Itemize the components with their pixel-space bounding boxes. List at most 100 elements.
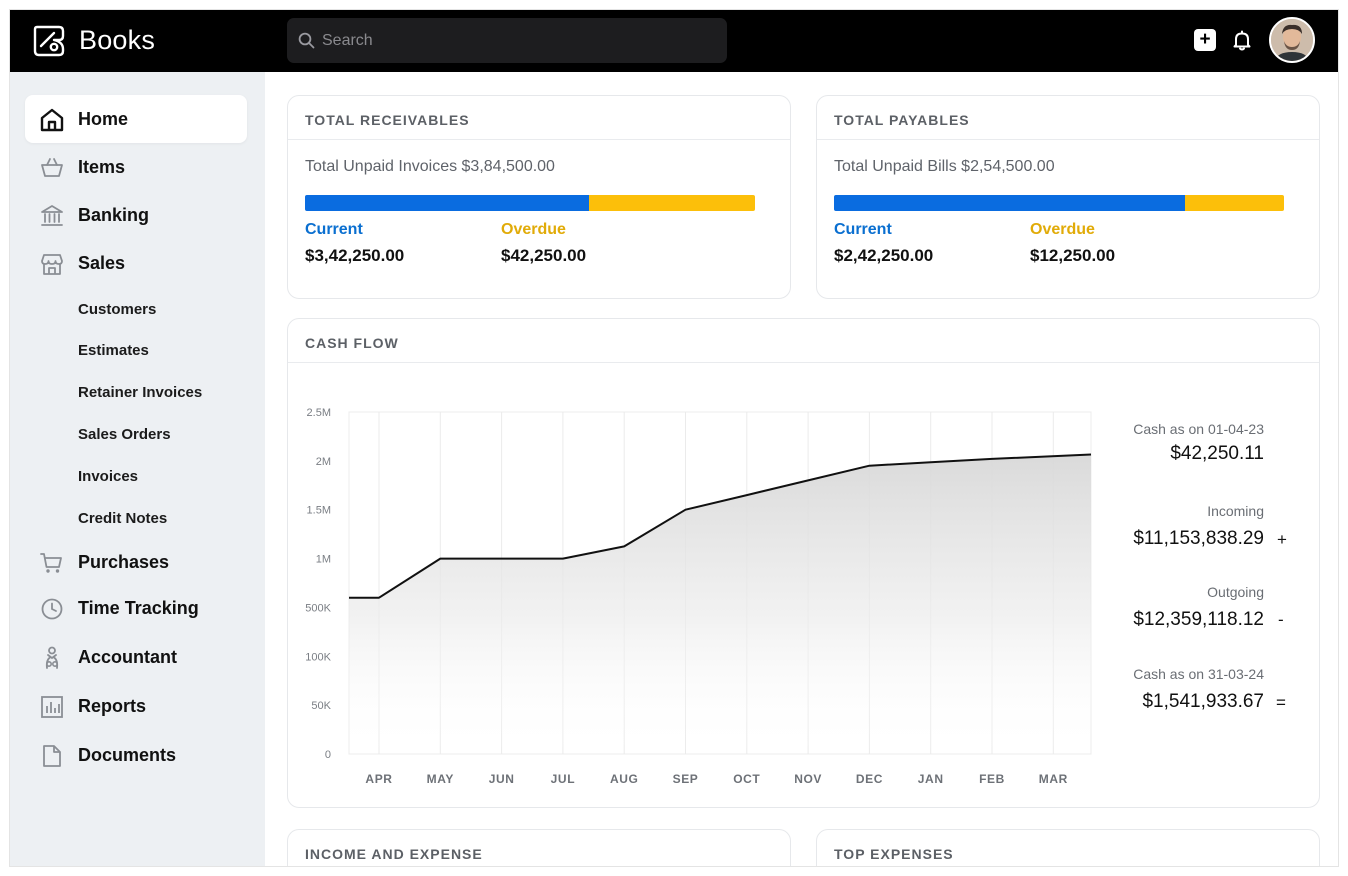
search-box[interactable] [287, 18, 727, 63]
sidebar-item-accountant[interactable]: Accountant [25, 633, 247, 681]
payables-current-fill [834, 195, 1185, 211]
home-icon [40, 108, 64, 132]
sidebar-item-purchases[interactable]: Purchases [25, 538, 247, 586]
opening-cash-label: Cash as on 01-04-23 [1133, 421, 1264, 437]
plus-icon: + [1199, 29, 1211, 50]
income-expense-card: INCOME AND EXPENSE [287, 829, 791, 866]
receivables-overdue-amount: $42,250.00 [501, 246, 587, 265]
top-expenses-card: TOP EXPENSES [816, 829, 1320, 866]
bank-icon [41, 205, 63, 226]
x-tick-label: JUL [551, 772, 575, 786]
sidebar-subitem-invoices[interactable]: Invoices [78, 468, 139, 485]
x-tick-label: MAY [427, 772, 454, 786]
receivables-title: TOTAL RECEIVABLES [305, 112, 470, 128]
closing-cash-value: $1,541,933.67 [1142, 691, 1264, 712]
sidebar: Home Items Banking Sales Customers Esti [10, 72, 265, 866]
sidebar-item-label: Reports [78, 696, 147, 716]
cash-flow-area [349, 454, 1091, 754]
y-tick-label: 50K [311, 700, 331, 712]
x-tick-label: MAR [1039, 772, 1068, 786]
sidebar-subitem-customers[interactable]: Customers [78, 301, 157, 318]
x-tick-label: SEP [673, 772, 699, 786]
y-tick-label: 1.5M [307, 505, 331, 517]
y-tick-label: 100K [305, 651, 331, 663]
sidebar-item-items[interactable]: Items [25, 143, 247, 191]
sidebar-item-documents[interactable]: Documents [25, 731, 247, 779]
x-tick-label: JAN [918, 772, 944, 786]
cash-flow-line [349, 453, 1092, 599]
receivables-current-fill [305, 195, 589, 211]
books-logo-icon[interactable] [32, 24, 66, 58]
sidebar-item-reports[interactable]: Reports [25, 682, 247, 730]
cash-flow-card: CASH FLOW 2.5M 2M 1.5M 1M 500K 100K 50K 0 APR MA… [287, 318, 1320, 808]
income-expense-title: INCOME AND EXPENSE [305, 846, 483, 862]
y-tick-label: 2M [316, 456, 331, 468]
card-header: TOTAL PAYABLES [817, 96, 1319, 140]
plus-operator: + [1277, 530, 1287, 549]
app-window: Books + [10, 10, 1338, 866]
sidebar-item-label: Home [78, 109, 129, 129]
payables-current-label[interactable]: Current [834, 221, 892, 238]
receivables-unpaid-text: Total Unpaid Invoices $3,84,500.00 [305, 158, 555, 175]
x-tick-label: JUN [489, 772, 515, 786]
payables-current-amount: $2,42,250.00 [834, 246, 934, 265]
sidebar-subitem-credit-notes[interactable]: Credit Notes [78, 510, 168, 527]
sidebar-subitem-sales-orders[interactable]: Sales Orders [78, 426, 171, 443]
payables-overdue-amount: $12,250.00 [1030, 246, 1116, 265]
x-tick-label: DEC [856, 772, 883, 786]
payables-unpaid-text: Total Unpaid Bills $2,54,500.00 [834, 158, 1055, 175]
chart-y-axis: 2.5M 2M 1.5M 1M 500K 100K 50K 0 [305, 407, 331, 761]
quick-create-button[interactable]: + [1194, 29, 1216, 51]
x-tick-label: OCT [733, 772, 760, 786]
top-expenses-title: TOP EXPENSES [834, 846, 954, 862]
search-input[interactable] [322, 18, 717, 63]
sidebar-item-time-tracking[interactable]: Time Tracking [25, 584, 247, 632]
sidebar-item-label: Documents [78, 745, 177, 765]
sidebar-item-label: Items [78, 157, 126, 177]
payables-overdue-fill [1185, 195, 1284, 211]
basket-icon [41, 158, 63, 177]
clock-icon [41, 598, 63, 620]
y-tick-label: 0 [325, 749, 331, 761]
x-tick-label: APR [365, 772, 392, 786]
x-tick-label: AUG [610, 772, 638, 786]
receivables-overdue-label[interactable]: Overdue [501, 221, 566, 238]
outgoing-label: Outgoing [1207, 584, 1264, 600]
receivables-card: TOTAL RECEIVABLES Total Unpaid Invoices … [287, 95, 791, 299]
sidebar-item-label: Accountant [78, 647, 177, 667]
sidebar-item-home[interactable]: Home [25, 95, 247, 143]
sidebar-item-label: Time Tracking [78, 598, 199, 618]
receivables-current-amount: $3,42,250.00 [305, 246, 405, 265]
closing-cash-label: Cash as on 31-03-24 [1133, 666, 1264, 682]
card-header: CASH FLOW [288, 319, 1319, 363]
bell-icon[interactable] [1230, 28, 1254, 52]
sidebar-item-banking[interactable]: Banking [25, 191, 247, 239]
payables-overdue-label[interactable]: Overdue [1030, 221, 1095, 238]
card-header: TOTAL RECEIVABLES [288, 96, 790, 140]
incoming-label: Incoming [1207, 503, 1264, 519]
sidebar-subitem-retainer-invoices[interactable]: Retainer Invoices [78, 384, 203, 401]
incoming-value: $11,153,838.29 [1133, 528, 1264, 549]
user-avatar[interactable] [1269, 17, 1315, 63]
cash-flow-title: CASH FLOW [305, 335, 399, 351]
app-title: Books [79, 25, 156, 55]
y-tick-label: 1M [316, 554, 331, 566]
sidebar-item-label: Purchases [78, 552, 170, 572]
x-tick-label: NOV [794, 772, 822, 786]
receivables-progress-bar [305, 195, 755, 211]
sidebar-item-sales[interactable]: Sales [25, 239, 247, 287]
bar-chart-icon [41, 696, 63, 718]
store-icon [41, 254, 63, 275]
payables-card: TOTAL PAYABLES Total Unpaid Bills $2,54,… [816, 95, 1320, 299]
user-photo-icon [1271, 19, 1313, 61]
receivables-current-label[interactable]: Current [305, 221, 363, 238]
payables-title: TOTAL PAYABLES [834, 112, 970, 128]
equals-operator: = [1276, 693, 1286, 712]
sidebar-subitem-estimates[interactable]: Estimates [78, 342, 149, 359]
top-bar: Books + [10, 10, 1338, 72]
sidebar-item-label: Sales [78, 253, 126, 273]
cart-icon [40, 553, 62, 573]
outgoing-value: $12,359,118.12 [1133, 609, 1264, 630]
payables-progress-bar [834, 195, 1284, 211]
y-tick-label: 2.5M [307, 407, 331, 419]
